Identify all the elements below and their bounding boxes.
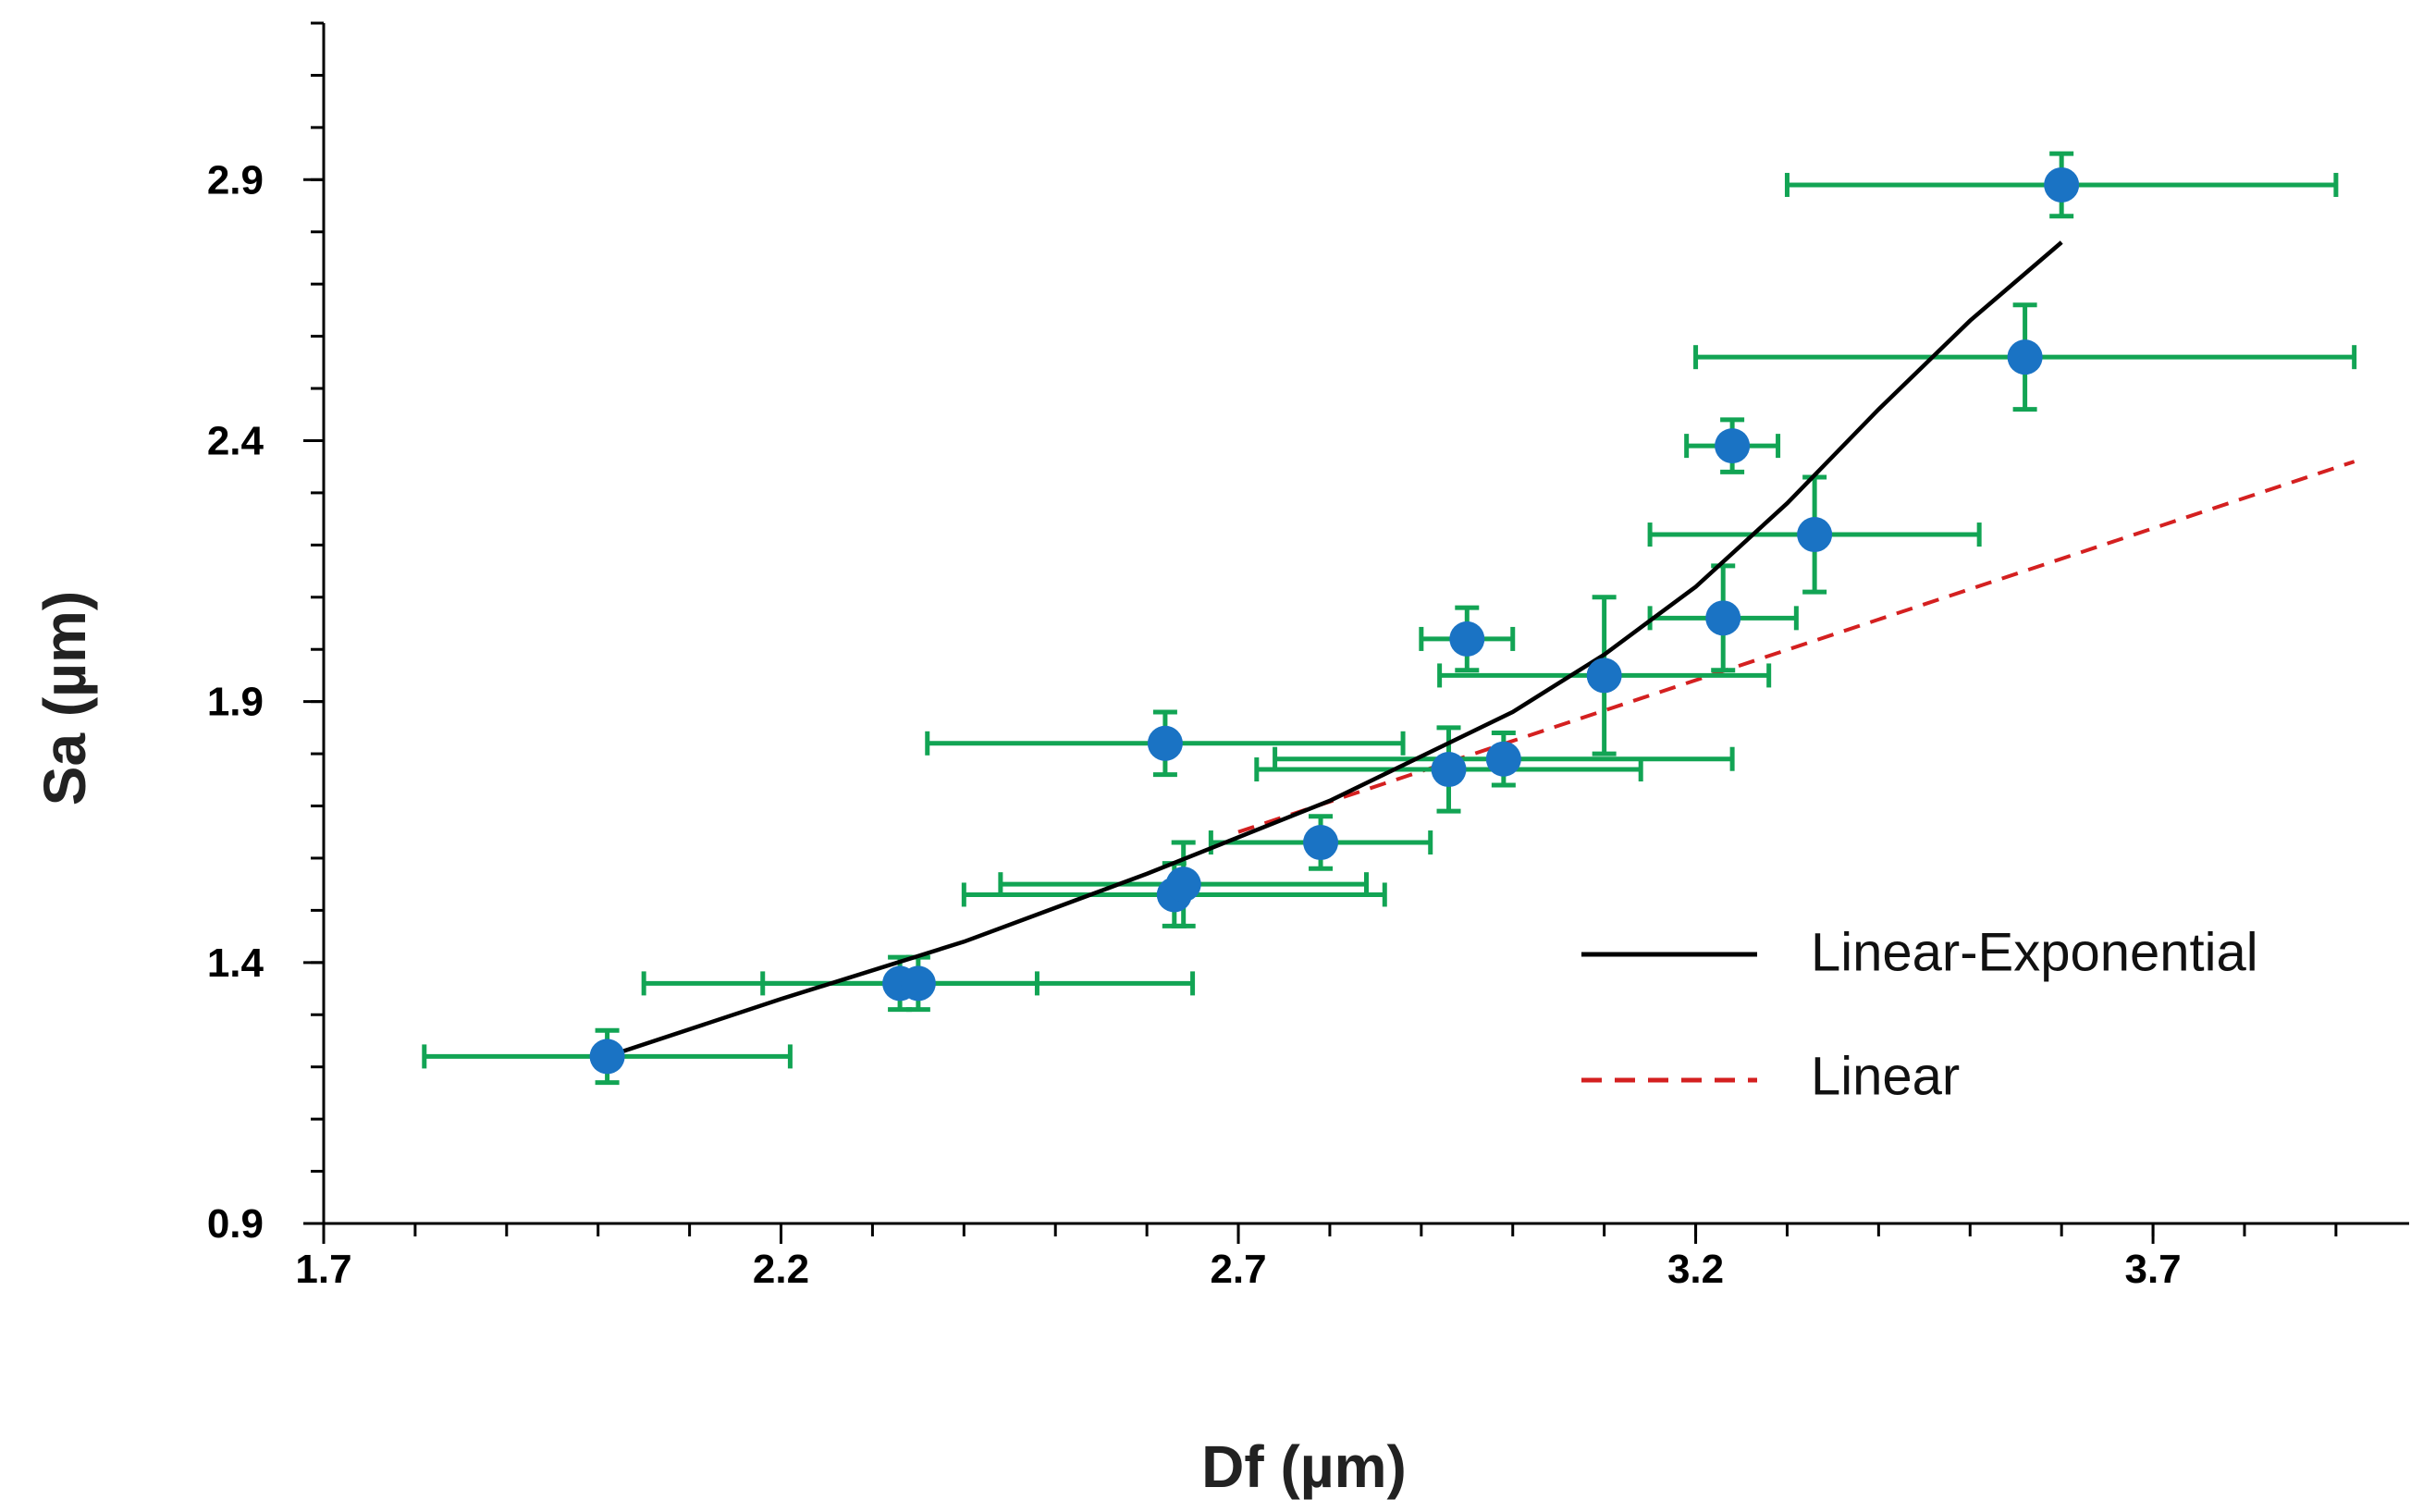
data-point bbox=[1715, 428, 1751, 464]
x-tick-label: 3.7 bbox=[2124, 1247, 2181, 1292]
data-point bbox=[1303, 825, 1339, 861]
y-tick-label: 1.9 bbox=[207, 680, 264, 725]
linear-exponential-fit-line bbox=[606, 240, 2063, 1059]
y-tick-label: 0.9 bbox=[207, 1201, 264, 1247]
x-tick-label: 2.7 bbox=[1210, 1247, 1266, 1292]
data-point bbox=[900, 965, 936, 1002]
y-tick-label: 2.9 bbox=[207, 157, 264, 203]
x-axis-title: Df (µm) bbox=[1201, 1433, 1407, 1500]
y-tick-label: 2.4 bbox=[207, 418, 264, 463]
x-tick-label: 1.7 bbox=[295, 1247, 351, 1292]
y-axis-title: Sa (µm) bbox=[31, 591, 98, 805]
x-tick-label: 3.2 bbox=[1667, 1247, 1724, 1292]
data-point bbox=[1431, 752, 1467, 788]
x-tick-label: 2.2 bbox=[753, 1247, 809, 1292]
y-tick-label: 1.4 bbox=[207, 940, 264, 986]
plot-area bbox=[422, 151, 2357, 1086]
data-point bbox=[2007, 339, 2043, 375]
data-point bbox=[1485, 741, 1521, 777]
legend: Linear-Exponential Linear bbox=[1581, 922, 2258, 1106]
data-point bbox=[1797, 517, 1833, 553]
error-bar bbox=[1647, 563, 1799, 673]
data-point bbox=[1147, 725, 1183, 761]
legend-label-linear: Linear bbox=[1811, 1046, 1960, 1106]
data-point bbox=[1165, 867, 1201, 903]
data-point bbox=[589, 1039, 625, 1075]
data-point bbox=[1449, 621, 1485, 657]
axes: 1.7 2.2 2.7 3.2 3.7 0.9 1.4 1.9 2.4 2.9 bbox=[207, 21, 2409, 1292]
data-point bbox=[1586, 658, 1622, 694]
linear-fit-line bbox=[1237, 460, 2355, 834]
legend-label-linear-exponential: Linear-Exponential bbox=[1811, 922, 2258, 982]
data-point bbox=[2044, 166, 2080, 203]
data-point bbox=[1705, 600, 1741, 636]
